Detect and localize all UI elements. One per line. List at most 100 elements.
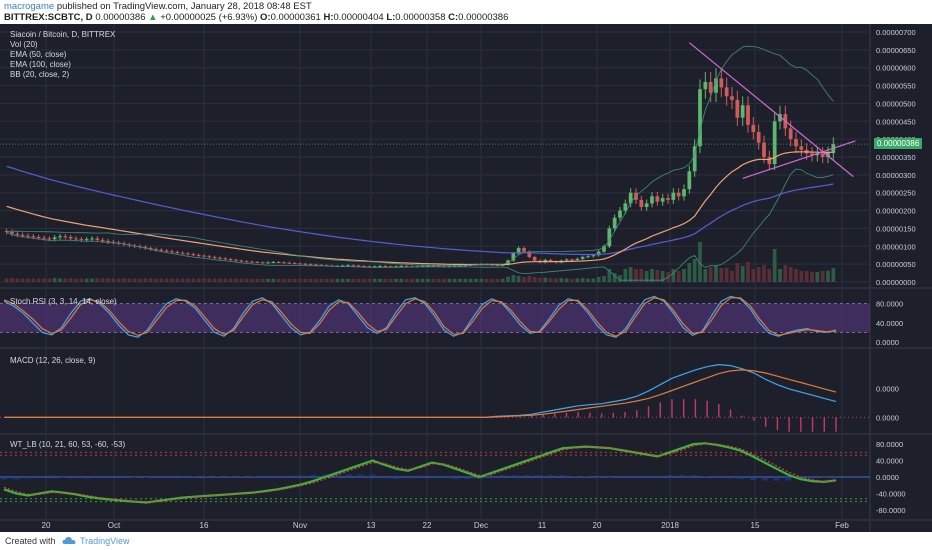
volume-bar <box>127 278 132 282</box>
legend-ema50: EMA (50, close) <box>10 50 67 59</box>
volume-bar <box>239 278 244 282</box>
x-tick-label: 2018 <box>661 521 679 530</box>
volume-bar <box>607 269 612 282</box>
x-tick-label: Dec <box>474 521 488 530</box>
footer: Created with TradingView <box>0 532 932 550</box>
candle-body <box>170 251 174 253</box>
x-tick-label: Nov <box>293 521 307 530</box>
candle-body <box>100 239 105 241</box>
volume-bar <box>282 278 286 282</box>
volume-bar <box>58 278 62 282</box>
chart-area[interactable]: 20 Oct 16 Nov 13 22 Dec 11 20 2018 15 Feb 0.00000700… <box>0 24 932 532</box>
volume-bar <box>335 279 340 282</box>
volume-bar <box>516 276 521 282</box>
legend-bb: BB (20, close, 2) <box>10 70 70 79</box>
open-value: 0.00000361 <box>270 12 321 23</box>
volume-bar <box>10 278 14 282</box>
volume-bar <box>143 278 148 282</box>
volume-bar <box>602 276 606 282</box>
volume-bar <box>175 278 180 282</box>
volume-bar <box>479 278 484 282</box>
volume-bar <box>458 278 462 282</box>
wt-diff-bar <box>512 475 519 477</box>
candle-body <box>260 262 265 264</box>
volume-bar <box>442 278 446 282</box>
volume-bar <box>111 278 116 282</box>
volume-bar <box>415 278 420 282</box>
candle-body <box>820 153 825 157</box>
volume-bar <box>164 278 169 282</box>
candle-body <box>596 251 601 256</box>
candle-body <box>399 265 404 267</box>
volume-bar <box>586 278 590 282</box>
macd-line <box>4 363 837 418</box>
y-tick-label: 0.00000300 <box>876 171 916 180</box>
candle-body <box>36 237 41 238</box>
candle-body <box>180 252 185 254</box>
volume-bar <box>84 278 89 282</box>
volume-bar <box>506 276 510 282</box>
volume-bar <box>436 278 441 282</box>
volume-bar <box>570 278 574 282</box>
candle-body <box>746 105 750 125</box>
volume-bar <box>708 267 713 282</box>
volume-bar <box>308 278 313 282</box>
y-tick-label: 0.00000700 <box>876 28 916 37</box>
volume-bar <box>378 278 382 282</box>
y-tick-label: 0.00000550 <box>876 82 916 91</box>
legend-vol: Vol (20) <box>10 40 38 49</box>
volume-bar <box>804 271 809 282</box>
candle-body <box>207 256 212 258</box>
volume-bar <box>228 278 233 282</box>
y-tick-label: 0.00000250 <box>876 189 916 198</box>
candle-body <box>719 78 724 88</box>
wt-diff-bar <box>619 477 626 478</box>
wt-diff-bar <box>440 477 447 478</box>
tradingview-brand[interactable]: TradingView <box>80 536 130 546</box>
candle-body <box>356 265 361 267</box>
legend-wt: WT_LB (10, 21, 60, 53, -60, -53) <box>10 440 126 449</box>
y-tick-label: 0.0000 <box>876 338 899 347</box>
wt-diff-bar <box>523 475 530 477</box>
volume-bar <box>52 278 57 282</box>
candle-body <box>223 258 228 260</box>
wt-diff-bar <box>72 477 79 478</box>
candle-body <box>42 237 46 239</box>
created-with: Created with <box>5 536 56 546</box>
volume-bar <box>42 278 46 282</box>
candle-body <box>698 89 702 147</box>
wt-diff-bar <box>345 474 352 477</box>
y-tick-label: 0.00000650 <box>876 46 916 55</box>
volume-bar <box>618 275 622 282</box>
volume-bar <box>772 249 777 282</box>
wt-diff-bar <box>369 474 376 477</box>
candle-body <box>148 248 153 250</box>
volume-bar <box>671 269 676 282</box>
candle-body <box>143 247 148 249</box>
wt-diff-bar <box>809 477 816 479</box>
wt-diff-bar <box>405 477 412 479</box>
volume-bar <box>250 278 254 282</box>
volume-bar <box>639 269 644 282</box>
chart-svg[interactable]: 20 Oct 16 Nov 13 22 Dec 11 20 2018 15 Feb 0.00000700… <box>0 24 932 532</box>
candle-body <box>10 232 14 234</box>
wt-diff-bar <box>155 476 162 477</box>
volume-bar <box>799 271 804 282</box>
candle-body <box>570 259 574 261</box>
volume-bar <box>132 278 137 282</box>
candle-body <box>164 250 169 252</box>
candle-body <box>527 251 532 257</box>
volume-bar <box>100 278 105 282</box>
candle-body <box>239 260 244 262</box>
author-link[interactable]: macrogame <box>4 1 55 12</box>
legend-stoch: Stoch RSI (3, 3, 14, 14, close) <box>10 297 117 306</box>
bb-upper-line <box>6 45 834 266</box>
trendline-upper <box>688 42 854 178</box>
wt-diff-bar <box>464 477 471 479</box>
volume-bar <box>783 265 788 282</box>
volume-bar <box>287 278 292 282</box>
volume-bar <box>564 278 569 282</box>
change-arrow-icon: ▲ <box>148 12 158 23</box>
volume-bar <box>191 278 196 282</box>
candle-body <box>607 228 612 247</box>
